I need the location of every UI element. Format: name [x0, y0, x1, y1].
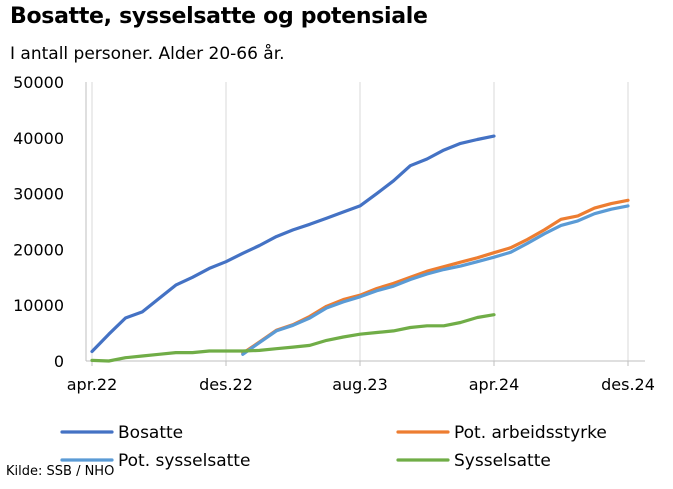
legend-item: Sysselsatte [396, 451, 551, 471]
legend: Bosatte Pot. arbeidsstyrke Pot. sysselsatt… [60, 423, 607, 471]
y-tick-label: 0 [54, 352, 64, 371]
legend-item: Bosatte [60, 423, 183, 443]
x-tick-label: des.24 [601, 375, 655, 394]
series-lines [90, 134, 630, 363]
y-tick-label: 30000 [13, 185, 64, 204]
series-line-3 [90, 313, 496, 363]
x-tick-label: apr.22 [67, 375, 118, 394]
y-tick-label: 10000 [13, 296, 64, 315]
x-tick-label: aug.23 [332, 375, 388, 394]
legend-item: Pot. sysselsatte [60, 451, 250, 471]
x-axis-ticks: apr.22 des.22 aug.23 apr.24 des.24 [67, 361, 655, 394]
legend-label: Pot. sysselsatte [118, 451, 250, 471]
legend-label: Sysselsatte [454, 451, 551, 471]
y-tick-label: 20000 [13, 240, 64, 259]
x-tick-label: apr.24 [469, 375, 520, 394]
legend-label: Bosatte [118, 423, 183, 443]
source-note: Kilde: SSB / NHO [6, 464, 115, 479]
x-tick-label: des.22 [199, 375, 253, 394]
chart-subtitle: I antall personer. Alder 20-66 år. [10, 44, 285, 64]
series-line-2 [241, 204, 630, 356]
gridlines [91, 82, 629, 361]
y-axis-ticks: 0 10000 20000 30000 40000 50000 [13, 73, 64, 371]
legend-label: Pot. arbeidsstyrke [454, 423, 607, 443]
y-tick-label: 40000 [13, 129, 64, 148]
y-tick-label: 50000 [13, 73, 64, 92]
chart-title: Bosatte, sysselsatte og potensiale [10, 4, 428, 29]
series-line-0 [90, 134, 496, 354]
legend-item: Pot. arbeidsstyrke [396, 423, 607, 443]
axes [85, 82, 645, 362]
